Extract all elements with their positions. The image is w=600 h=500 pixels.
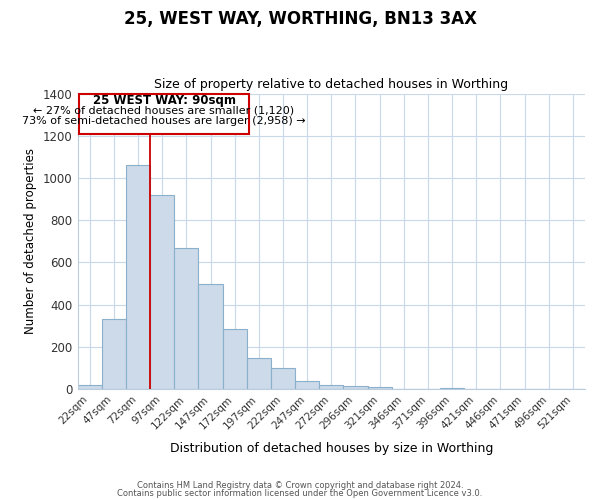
Text: Contains public sector information licensed under the Open Government Licence v3: Contains public sector information licen… — [118, 488, 482, 498]
Bar — [271, 368, 295, 389]
Y-axis label: Number of detached properties: Number of detached properties — [25, 148, 37, 334]
Bar — [295, 380, 319, 389]
Bar — [440, 388, 464, 389]
Title: Size of property relative to detached houses in Worthing: Size of property relative to detached ho… — [154, 78, 508, 91]
Bar — [77, 385, 102, 389]
Bar — [247, 358, 271, 389]
Bar — [102, 320, 126, 389]
Bar — [126, 166, 150, 389]
Text: 73% of semi-detached houses are larger (2,958) →: 73% of semi-detached houses are larger (… — [22, 116, 306, 126]
Bar — [368, 388, 392, 389]
Bar — [150, 195, 174, 389]
Text: 25, WEST WAY, WORTHING, BN13 3AX: 25, WEST WAY, WORTHING, BN13 3AX — [124, 10, 476, 28]
Bar — [223, 329, 247, 389]
Bar — [343, 386, 368, 389]
Text: ← 27% of detached houses are smaller (1,120): ← 27% of detached houses are smaller (1,… — [34, 106, 295, 116]
Bar — [79, 94, 249, 134]
Text: 25 WEST WAY: 90sqm: 25 WEST WAY: 90sqm — [92, 94, 236, 107]
Bar — [174, 248, 199, 389]
Bar — [199, 284, 223, 389]
Bar — [319, 385, 343, 389]
Text: Contains HM Land Registry data © Crown copyright and database right 2024.: Contains HM Land Registry data © Crown c… — [137, 481, 463, 490]
X-axis label: Distribution of detached houses by size in Worthing: Distribution of detached houses by size … — [170, 442, 493, 455]
